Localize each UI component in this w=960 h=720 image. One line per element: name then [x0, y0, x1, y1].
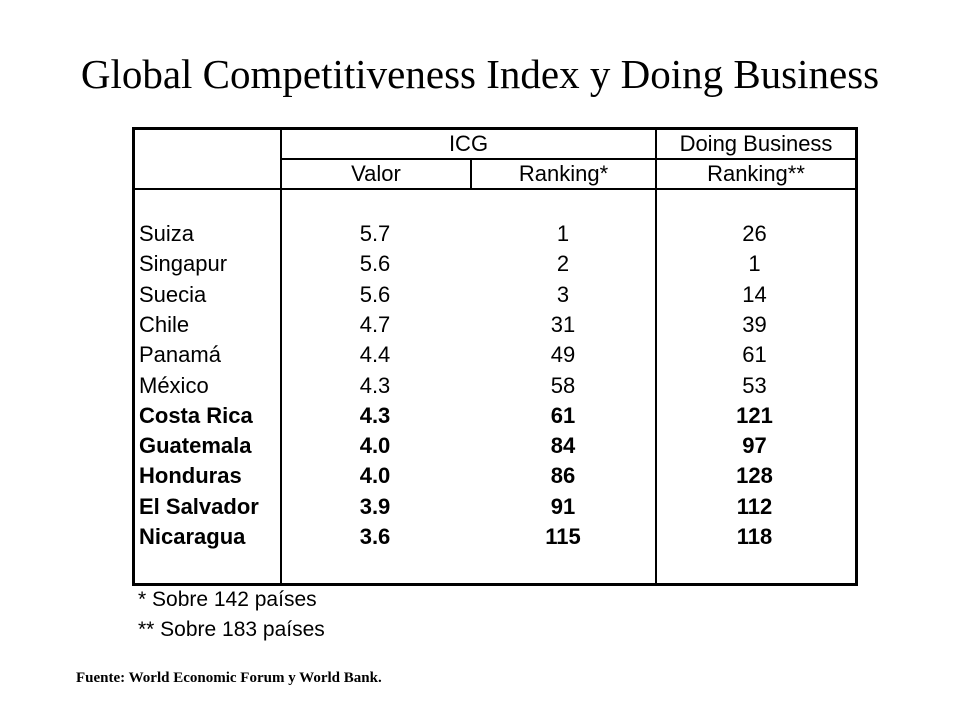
- footnote-icg: * Sobre 142 países: [138, 588, 317, 611]
- cell-valor: 4.4: [359, 342, 391, 368]
- table-row: Honduras 4.0 86 128: [135, 461, 855, 491]
- header-valor: Valor: [351, 161, 401, 186]
- cell-ranking-icg: 91: [550, 493, 576, 519]
- table-row: Chile 4.7 31 39: [135, 310, 855, 340]
- cell-ranking-icg: 3: [556, 281, 570, 307]
- cell-valor: 5.7: [359, 221, 391, 246]
- cell-ranking-db: 112: [736, 493, 773, 519]
- cell-ranking-db: 1: [748, 251, 761, 277]
- table-row: El Salvador 3.9 91 112: [135, 492, 855, 522]
- header-ranking-db: Ranking**: [707, 161, 805, 186]
- cell-ranking-icg: 115: [545, 524, 581, 549]
- header-ranking-icg: Ranking*: [518, 161, 609, 186]
- cell-country: Panamá: [139, 342, 221, 368]
- cell-ranking-icg: 61: [550, 402, 576, 428]
- footnote-doing-business: ** Sobre 183 países: [138, 618, 325, 641]
- cell-ranking-db: 97: [742, 433, 767, 459]
- cell-valor: 4.0: [359, 463, 391, 489]
- cell-ranking-icg: 1: [556, 221, 570, 246]
- cell-valor: 4.0: [359, 433, 391, 459]
- table-row: Panamá 4.4 49 61: [135, 340, 855, 370]
- cell-ranking-db: 118: [736, 524, 773, 549]
- cell-country: Guatemala: [139, 433, 252, 459]
- cell-country: México: [139, 372, 209, 398]
- table-row: Suecia 5.6 3 14: [135, 280, 855, 310]
- cell-ranking-icg: 49: [550, 342, 576, 368]
- cell-country: Honduras: [139, 463, 242, 489]
- page-title: Global Competitiveness Index y Doing Bus…: [80, 51, 880, 97]
- cell-ranking-db: 61: [742, 342, 767, 368]
- table-row: Singapur 5.6 2 1: [135, 249, 855, 279]
- cell-ranking-db: 26: [742, 221, 767, 246]
- table-row: México 4.3 58 53: [135, 371, 855, 401]
- table-row: Nicaragua 3.6 115 118: [135, 522, 855, 552]
- cell-valor: 4.3: [359, 372, 391, 398]
- cell-country: Suiza: [139, 221, 195, 246]
- cell-valor: 3.9: [359, 493, 391, 519]
- table-row: Suiza 5.7 1 26: [135, 219, 855, 249]
- cell-valor: 3.6: [359, 524, 391, 549]
- cell-country: Singapur: [139, 251, 228, 277]
- cell-ranking-db: 53: [742, 372, 767, 398]
- divider-header-body: [135, 188, 855, 190]
- source-note: Fuente: World Economic Forum y World Ban…: [76, 670, 382, 686]
- cell-country: Chile: [139, 311, 190, 337]
- cell-valor: 5.6: [359, 281, 391, 307]
- cell-ranking-db: 39: [742, 311, 767, 337]
- table-row: Guatemala 4.0 84 97: [135, 431, 855, 461]
- header-doing-business: Doing Business: [679, 131, 833, 156]
- cell-ranking-db: 121: [736, 402, 773, 428]
- cell-ranking-icg: 86: [550, 463, 576, 489]
- cell-ranking-db: 14: [742, 281, 767, 307]
- cell-country: Suecia: [139, 281, 207, 307]
- divider-country-valor: [280, 130, 282, 583]
- cell-ranking-icg: 2: [556, 251, 570, 277]
- cell-valor: 5.6: [359, 251, 391, 277]
- cell-country: El Salvador: [139, 493, 259, 519]
- cell-country: Costa Rica: [139, 402, 253, 428]
- divider-valor-ranking-header: [470, 160, 472, 188]
- divider-icg-doingbusiness: [655, 130, 657, 583]
- cell-country: Nicaragua: [139, 524, 246, 549]
- cell-ranking-icg: 84: [550, 433, 576, 459]
- divider-header-group: [280, 158, 855, 160]
- cell-valor: 4.7: [359, 311, 391, 337]
- header-icg: ICG: [448, 131, 489, 156]
- cell-ranking-icg: 31: [550, 311, 576, 337]
- data-table: ICG Doing Business Valor Ranking* Rankin…: [132, 127, 858, 586]
- cell-ranking-db: 128: [736, 463, 773, 489]
- cell-valor: 4.3: [359, 402, 391, 428]
- cell-ranking-icg: 58: [550, 372, 576, 398]
- table-row: Costa Rica 4.3 61 121: [135, 401, 855, 431]
